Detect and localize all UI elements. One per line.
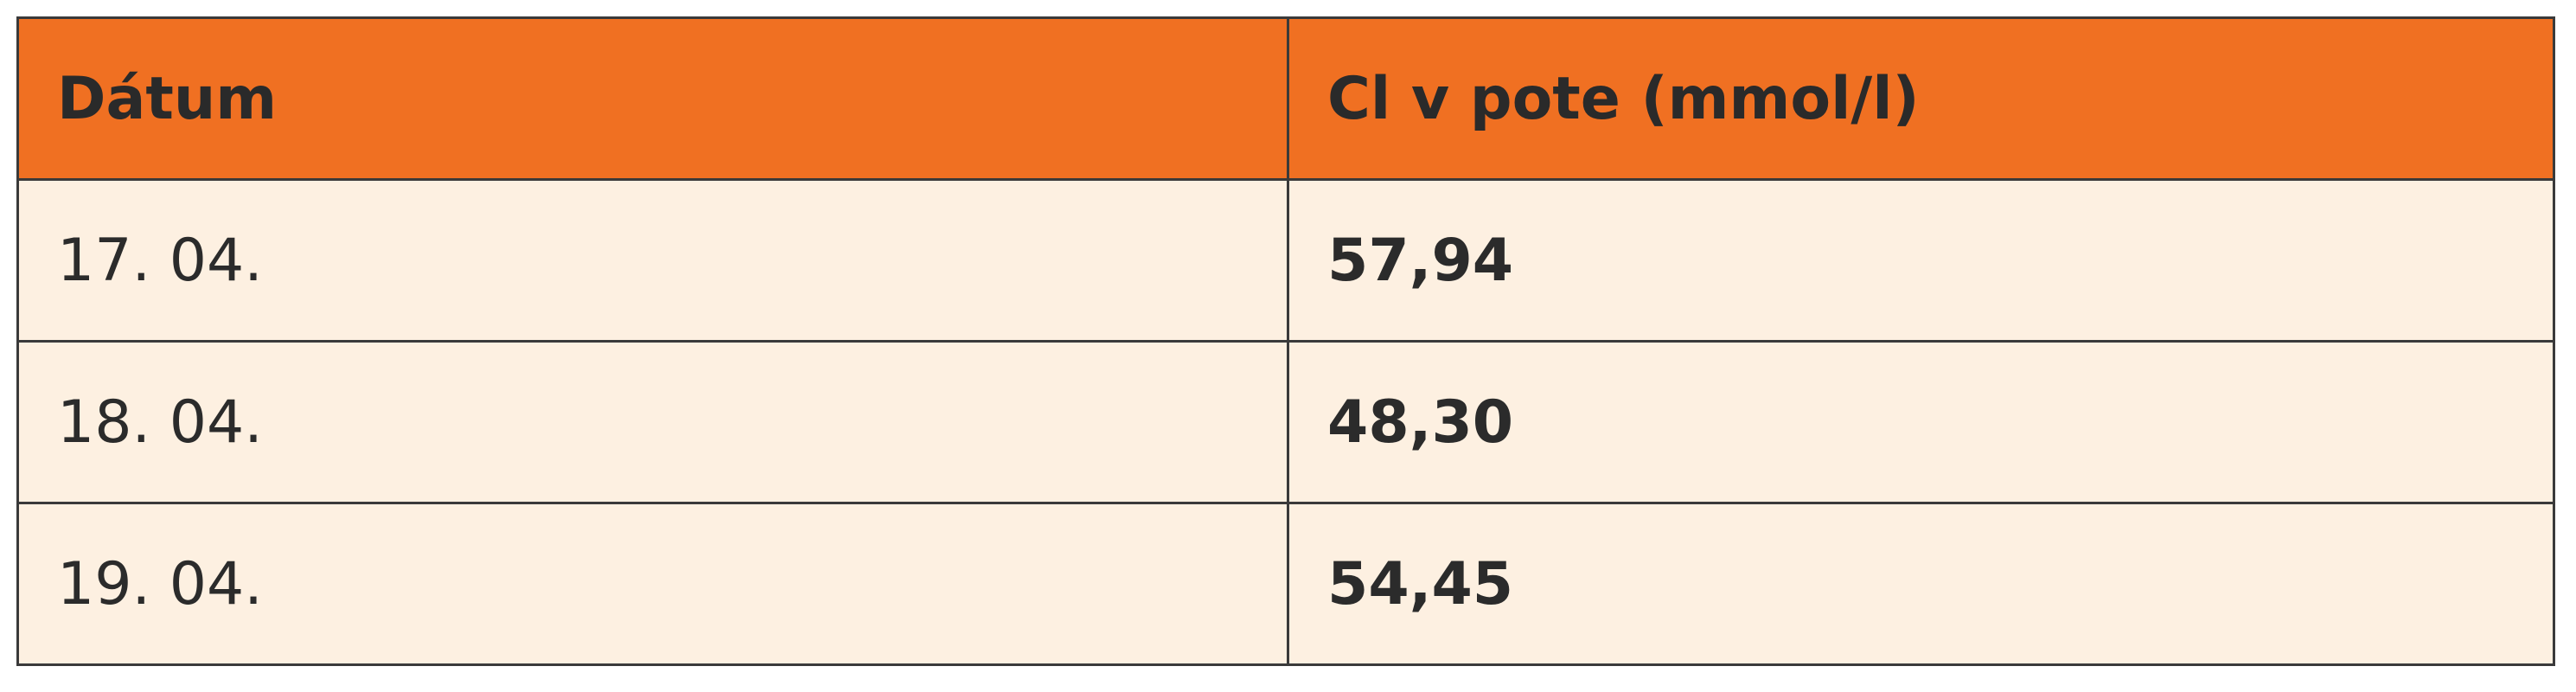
value-cell: 48,30 [1287, 340, 2555, 504]
header-cell: Dátum [16, 16, 1289, 181]
table-body: 17. 04. 57,94 18. 04. 48,30 19. 04. 54,45 [16, 178, 2555, 666]
date-cell: 17. 04. [16, 178, 1289, 343]
value-cell: 57,94 [1287, 178, 2555, 343]
table-row: 19. 04. 54,45 [16, 502, 2555, 666]
table-row: 17. 04. 57,94 [16, 178, 2555, 343]
header-cell: Cl v pote (mmol/l) [1287, 16, 2555, 181]
header-row: Dátum Cl v pote (mmol/l) [16, 16, 2555, 181]
data-table: Dátum Cl v pote (mmol/l) 17. 04. 57,94 18.… [16, 16, 2555, 666]
date-cell: 19. 04. [16, 502, 1289, 666]
date-cell: 18. 04. [16, 340, 1289, 504]
table-row: 18. 04. 48,30 [16, 340, 2555, 504]
value-cell: 54,45 [1287, 502, 2555, 666]
